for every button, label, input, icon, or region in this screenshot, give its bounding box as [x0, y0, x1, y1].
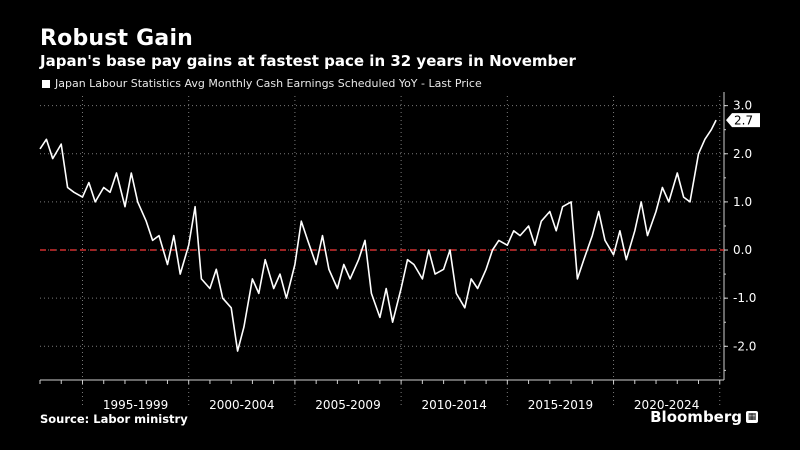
y-tick-label: 0.0: [733, 243, 752, 257]
series-line: [39, 119, 717, 352]
brand-mark-icon: ▦: [746, 411, 758, 423]
y-tick-label: -1.0: [733, 291, 756, 305]
x-period-label: 2010-2014: [422, 398, 487, 412]
x-period-label: 2000-2004: [209, 398, 274, 412]
y-tick-label: 3.0: [733, 99, 752, 113]
legend: Japan Labour Statistics Avg Monthly Cash…: [42, 77, 482, 90]
legend-swatch: [42, 79, 50, 88]
last-value-label: 2.7: [734, 114, 753, 128]
brand-name: Bloomberg: [650, 408, 742, 426]
source-note: Source: Labor ministry: [40, 412, 188, 426]
brand-logo: Bloomberg ▦: [650, 408, 758, 426]
x-period-label: 2020-2024: [634, 398, 699, 412]
x-period-label: 1995-1999: [103, 398, 168, 412]
y-tick-label: 1.0: [733, 195, 752, 209]
last-value-callout: [726, 113, 760, 128]
legend-label: Japan Labour Statistics Avg Monthly Cash…: [55, 77, 482, 90]
x-period-label: 2005-2009: [315, 398, 380, 412]
x-period-label: 2015-2019: [528, 398, 593, 412]
chart-title: Robust Gain: [40, 26, 194, 51]
y-tick-label: -2.0: [733, 339, 756, 353]
y-tick-label: 2.0: [733, 147, 752, 161]
chart-subtitle: Japan's base pay gains at fastest pace i…: [40, 52, 576, 70]
